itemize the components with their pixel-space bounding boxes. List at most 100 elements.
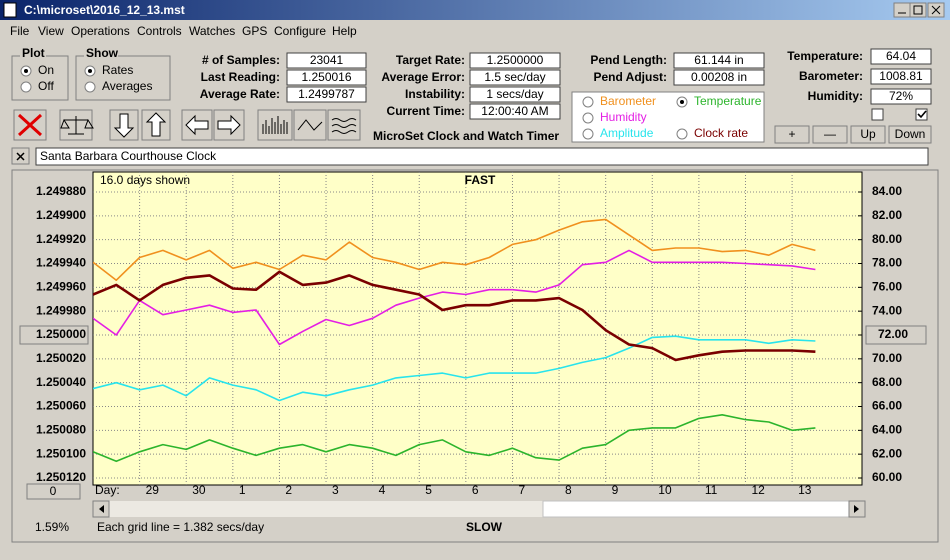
menu-item[interactable]: View xyxy=(38,24,64,38)
field-label: Barometer: xyxy=(799,69,863,83)
radio-dot xyxy=(680,100,684,104)
clock-name-field[interactable] xyxy=(35,147,929,166)
y-tick-label: 1.249980 xyxy=(36,303,86,317)
radio[interactable] xyxy=(582,96,594,108)
series-line xyxy=(93,218,816,281)
waves-icon xyxy=(331,118,357,134)
checkbox[interactable] xyxy=(915,108,928,121)
scroll-thumb[interactable] xyxy=(542,500,850,518)
y-tick-label: 1.249960 xyxy=(36,280,86,294)
fields: # of Samples: 23041 Last Reading: 1.250016 A… xyxy=(200,48,932,120)
menu-item[interactable]: Watches xyxy=(189,24,235,38)
x-tick-label: 12 xyxy=(751,483,765,497)
group-title: Show xyxy=(86,46,119,60)
clock-name: Santa Barbara Courthouse Clock xyxy=(40,149,217,163)
menu-item[interactable]: File xyxy=(10,24,30,38)
field-label: Temperature: xyxy=(787,49,863,63)
series-line xyxy=(93,335,816,402)
up-icon xyxy=(145,112,167,137)
pen-label: Temperature xyxy=(694,94,762,108)
field-value: 72% xyxy=(889,89,913,103)
radio[interactable] xyxy=(676,128,688,140)
buttons: + — Up Down xyxy=(774,125,932,144)
minimize[interactable] xyxy=(893,2,911,18)
x-tick-label: 9 xyxy=(612,483,619,497)
field-label: Pend Adjust: xyxy=(593,70,667,84)
y2-tick-label: 62.00 xyxy=(872,446,902,460)
menu-item[interactable]: Configure xyxy=(274,24,326,38)
y-tick-label: 1.250060 xyxy=(36,399,86,413)
field-box xyxy=(469,52,561,69)
menu-item[interactable]: Operations xyxy=(71,24,130,38)
y-tick-label: 1.249940 xyxy=(36,256,86,270)
radio-label: Averages xyxy=(102,79,152,93)
menu-item[interactable]: Help xyxy=(332,24,357,38)
button-label: Down xyxy=(895,127,926,141)
down-icon xyxy=(113,113,135,138)
field-box xyxy=(870,68,932,85)
delete-icon xyxy=(17,113,43,137)
right-icon xyxy=(217,114,241,136)
y-tick-label: 1.250120 xyxy=(36,470,86,484)
checkbox[interactable] xyxy=(871,108,884,121)
x-tick-label: 6 xyxy=(472,483,479,497)
menu-item[interactable]: GPS xyxy=(242,24,267,38)
y2-tick-label: 60.00 xyxy=(872,470,902,484)
offset-label: 0 xyxy=(50,484,57,498)
plot-area xyxy=(92,171,863,486)
field-box xyxy=(870,88,932,105)
window-controls[interactable] xyxy=(893,2,945,18)
radio[interactable] xyxy=(84,81,96,93)
slow-label: SLOW xyxy=(466,520,503,534)
field-label: Instability: xyxy=(405,87,465,101)
button[interactable] xyxy=(888,125,932,144)
y2-tick-label: 76.00 xyxy=(872,280,902,294)
field-box xyxy=(870,48,932,65)
toolbar xyxy=(13,109,361,141)
x-tick-label: 30 xyxy=(192,483,206,497)
days-shown: 16.0 days shown xyxy=(100,173,190,187)
group-gap xyxy=(20,48,46,60)
x-tick-label: 7 xyxy=(518,483,525,497)
app-title: MicroSet Clock and Watch Timer xyxy=(373,129,559,143)
x-tick-label: 3 xyxy=(332,483,339,497)
radio[interactable] xyxy=(582,112,594,124)
series-line xyxy=(93,270,816,362)
button[interactable] xyxy=(850,125,886,144)
field-box xyxy=(469,103,561,120)
radio-dot xyxy=(88,69,92,73)
field-value: 1.250016 xyxy=(301,70,351,84)
y2-tick-label: 78.00 xyxy=(872,256,902,270)
x-tick-label: 4 xyxy=(379,483,386,497)
radio[interactable] xyxy=(582,128,594,140)
x-tick-label: 13 xyxy=(798,483,812,497)
offset-button[interactable] xyxy=(26,483,81,500)
x-tick-label: 2 xyxy=(285,483,292,497)
y-tick-label: 1.249920 xyxy=(36,232,86,246)
marker-button[interactable] xyxy=(865,325,927,345)
button[interactable] xyxy=(774,125,810,144)
x-tick-label: 11 xyxy=(705,483,718,497)
series-line xyxy=(93,414,816,463)
y2-tick-label: 82.00 xyxy=(872,208,902,222)
button[interactable] xyxy=(812,125,848,144)
grid-note: Each grid line = 1.382 secs/day xyxy=(97,520,264,534)
field-box xyxy=(286,52,367,69)
window-title: C:\microset\2016_12_13.mst xyxy=(24,3,185,17)
left-icon xyxy=(185,114,209,136)
pen-radios: Barometer Temperature Humidity Amplitude Clo… xyxy=(582,94,762,140)
app-icon xyxy=(3,2,17,18)
radio[interactable] xyxy=(20,81,32,93)
y2-tick-label: 74.00 xyxy=(872,303,902,317)
maximize[interactable] xyxy=(909,2,927,18)
marker-button[interactable] xyxy=(19,325,89,345)
field-value: 12:00:40 AM xyxy=(481,104,548,118)
field-label: Pend Length: xyxy=(590,53,667,67)
radio-dot xyxy=(24,69,28,73)
y-tick-label: 1.250100 xyxy=(36,446,86,460)
field-box xyxy=(673,52,765,69)
menu-item[interactable]: Controls xyxy=(137,24,182,38)
button-label: + xyxy=(788,127,795,141)
y-tick-label: 1.250000 xyxy=(36,327,86,341)
field-value: 1 secs/day xyxy=(486,87,543,101)
